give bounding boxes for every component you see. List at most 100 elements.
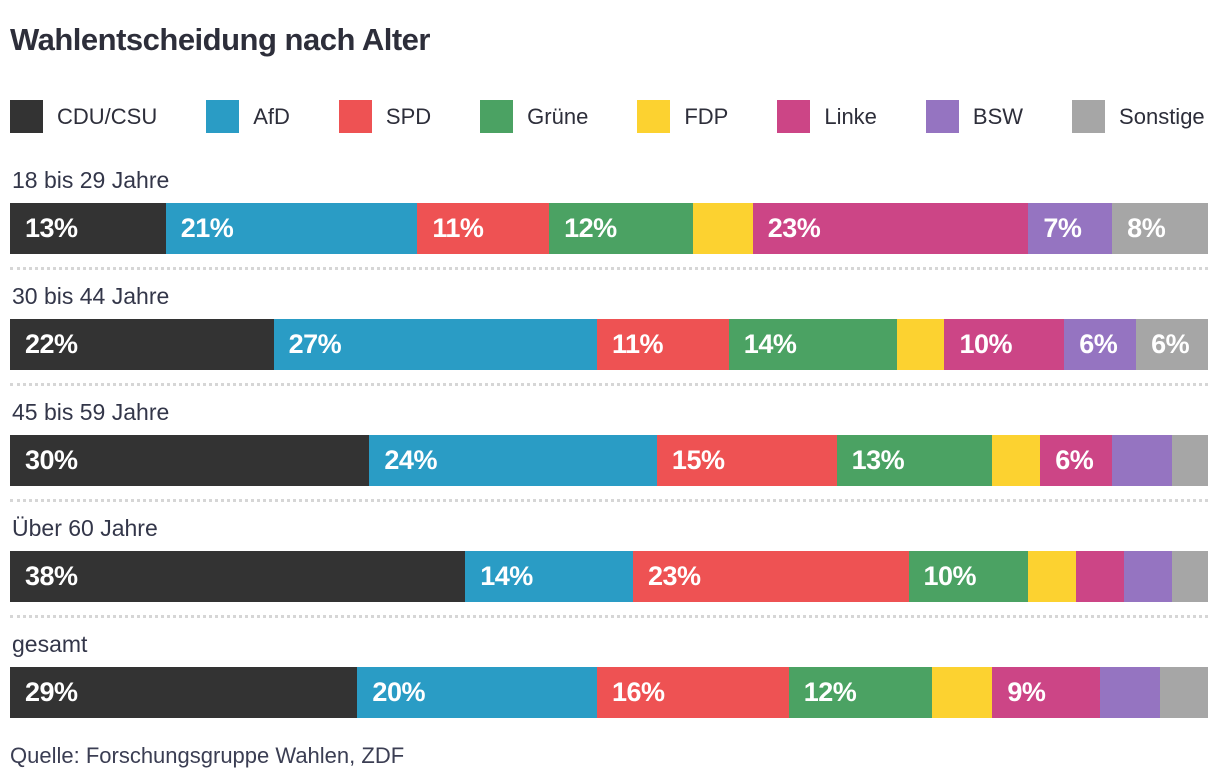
chart-title: Wahlentscheidung nach Alter bbox=[10, 22, 430, 57]
stacked-bar: 30% 24% 15% 13% 6% bbox=[10, 435, 1208, 486]
bar-segment-value: 38% bbox=[25, 561, 78, 591]
legend: CDU/CSU AfD SPD Grüne FDP Linke BSW Sonstige bbox=[10, 100, 1208, 133]
bar-segment-gr-ne: 14% bbox=[728, 319, 897, 370]
bar-segment-value: 10% bbox=[959, 329, 1012, 359]
age-group-label: 45 bis 59 Jahre bbox=[12, 399, 170, 425]
bar-segment-value: 6% bbox=[1079, 329, 1118, 359]
bar-segment-sonstige bbox=[1160, 667, 1209, 718]
age-group-18-bis-29-jahre: 18 bis 29 Jahre 13% 21% 11% 12% 23% 7% 8% bbox=[10, 167, 1209, 254]
bar-segment-value: 30% bbox=[25, 445, 78, 475]
bar-segment-fdp bbox=[1028, 551, 1077, 602]
bar-segment-fdp bbox=[896, 319, 945, 370]
age-group-label: 30 bis 44 Jahre bbox=[12, 283, 170, 309]
bar-segment-cdu-csu: 29% bbox=[10, 667, 358, 718]
bar-segment-bsw: 6% bbox=[1064, 319, 1137, 370]
bar-segment-bsw: 7% bbox=[1028, 203, 1113, 254]
bar-segment-afd: 14% bbox=[465, 551, 633, 602]
bar-segment-value: 29% bbox=[25, 677, 78, 707]
bar-segment-sonstige bbox=[1172, 551, 1208, 602]
bar-segment-value: 11% bbox=[432, 213, 484, 243]
bar-segment-cdu-csu: 30% bbox=[10, 435, 370, 486]
bar-segment-value: 21% bbox=[180, 213, 234, 243]
cdu-csu-color-swatch-icon bbox=[10, 100, 43, 133]
legend-label: FDP bbox=[684, 103, 729, 129]
bar-segment-value: 6% bbox=[1055, 445, 1094, 475]
bar-groups: 18 bis 29 Jahre 13% 21% 11% 12% 23% 7% 8% 30 bis… bbox=[10, 167, 1209, 718]
bar-segment-spd: 16% bbox=[597, 667, 789, 718]
legend-item-cdu-csu: CDU/CSU bbox=[10, 100, 157, 133]
stacked-bar: 22% 27% 11% 14% 10% 6% 6% bbox=[10, 319, 1208, 370]
legend-label: CDU/CSU bbox=[57, 103, 158, 129]
bar-segment-linke: 9% bbox=[992, 667, 1101, 718]
bar-segment-value: 23% bbox=[647, 561, 701, 591]
afd-color-swatch-icon bbox=[206, 100, 240, 133]
bar-segment-gr-ne: 13% bbox=[836, 435, 993, 486]
bar-segment-fdp bbox=[932, 667, 993, 718]
age-group-label: 18 bis 29 Jahre bbox=[12, 167, 170, 193]
age-group-30-bis-44-jahre: 30 bis 44 Jahre 22% 27% 11% 14% 10% 6% 6% bbox=[10, 267, 1208, 370]
bar-segment-afd: 24% bbox=[369, 435, 657, 486]
legend-label: Linke bbox=[824, 103, 877, 129]
bar-segment-cdu-csu: 13% bbox=[10, 203, 166, 254]
bar-segment-value: 14% bbox=[743, 329, 797, 359]
stacked-bar: 13% 21% 11% 12% 23% 7% 8% bbox=[10, 203, 1209, 254]
legend-item-afd: AfD bbox=[206, 100, 290, 133]
bar-segment-value: 22% bbox=[25, 329, 78, 359]
fdp-color-swatch-icon bbox=[637, 100, 671, 133]
stacked-bar: 38% 14% 23% 10% bbox=[10, 551, 1208, 602]
bar-segment-value: 12% bbox=[803, 677, 857, 707]
age-group-ber-60-jahre: Über 60 Jahre 38% 14% 23% 10% bbox=[10, 499, 1208, 602]
legend-label: SPD bbox=[385, 103, 432, 129]
legend-label: AfD bbox=[253, 103, 290, 129]
bar-segment-spd: 11% bbox=[417, 203, 550, 254]
bar-segment-value: 6% bbox=[1151, 329, 1190, 359]
age-group-gesamt: gesamt 29% 20% 16% 12% 9% bbox=[10, 615, 1209, 718]
bar-segment-gr-ne: 12% bbox=[788, 667, 933, 718]
bar-segment-value: 24% bbox=[384, 445, 437, 475]
bar-segment-spd: 23% bbox=[632, 551, 909, 602]
legend-item-spd: SPD bbox=[338, 100, 432, 133]
bar-segment-sonstige bbox=[1172, 435, 1208, 486]
bar-segment-linke bbox=[1076, 551, 1125, 602]
legend-label: BSW bbox=[972, 103, 1024, 129]
bar-segment-bsw bbox=[1100, 667, 1161, 718]
bar-segment-sonstige: 6% bbox=[1136, 319, 1208, 370]
bar-segment-afd: 27% bbox=[273, 319, 598, 370]
legend-label: Sonstige bbox=[1119, 103, 1205, 129]
bar-segment-value: 14% bbox=[480, 561, 533, 591]
bar-segment-value: 11% bbox=[612, 329, 664, 359]
bar-segment-fdp bbox=[692, 203, 753, 254]
bar-segment-value: 10% bbox=[923, 561, 977, 591]
legend-item-fdp: FDP bbox=[637, 100, 728, 133]
linke-color-swatch-icon bbox=[777, 100, 811, 133]
bar-segment-value: 15% bbox=[671, 445, 725, 475]
stacked-bar: 29% 20% 16% 12% 9% bbox=[10, 667, 1209, 718]
bar-segment-value: 27% bbox=[288, 329, 342, 359]
bar-segment-value: 9% bbox=[1007, 677, 1046, 707]
bar-segment-gr-ne: 10% bbox=[908, 551, 1029, 602]
bar-segment-value: 16% bbox=[612, 677, 665, 707]
legend-label: Grüne bbox=[527, 103, 589, 129]
bar-segment-linke: 10% bbox=[944, 319, 1065, 370]
age-group-label: gesamt bbox=[12, 631, 88, 657]
bar-segment-gr-ne: 12% bbox=[549, 203, 693, 254]
bsw-color-swatch-icon bbox=[925, 100, 959, 133]
bar-segment-cdu-csu: 38% bbox=[10, 551, 466, 602]
bar-segment-value: 13% bbox=[851, 445, 905, 475]
bar-segment-value: 8% bbox=[1127, 213, 1166, 243]
bar-segment-linke: 23% bbox=[752, 203, 1029, 254]
bar-segment-value: 20% bbox=[372, 677, 425, 707]
sonstige-color-swatch-icon bbox=[1072, 100, 1106, 133]
source-note: Quelle: Forschungsgruppe Wahlen, ZDF bbox=[10, 743, 405, 768]
bar-segment-value: 23% bbox=[767, 213, 821, 243]
gr-ne-color-swatch-icon bbox=[480, 100, 514, 133]
bar-segment-value: 12% bbox=[564, 213, 617, 243]
bar-segment-linke: 6% bbox=[1040, 435, 1113, 486]
legend-item-gr-ne: Grüne bbox=[480, 100, 588, 133]
legend-item-sonstige: Sonstige bbox=[1072, 100, 1205, 133]
bar-segment-sonstige: 8% bbox=[1112, 203, 1209, 254]
bar-segment-fdp bbox=[992, 435, 1041, 486]
age-group-45-bis-59-jahre: 45 bis 59 Jahre 30% 24% 15% 13% 6% bbox=[10, 383, 1208, 486]
bar-segment-afd: 20% bbox=[357, 667, 598, 718]
